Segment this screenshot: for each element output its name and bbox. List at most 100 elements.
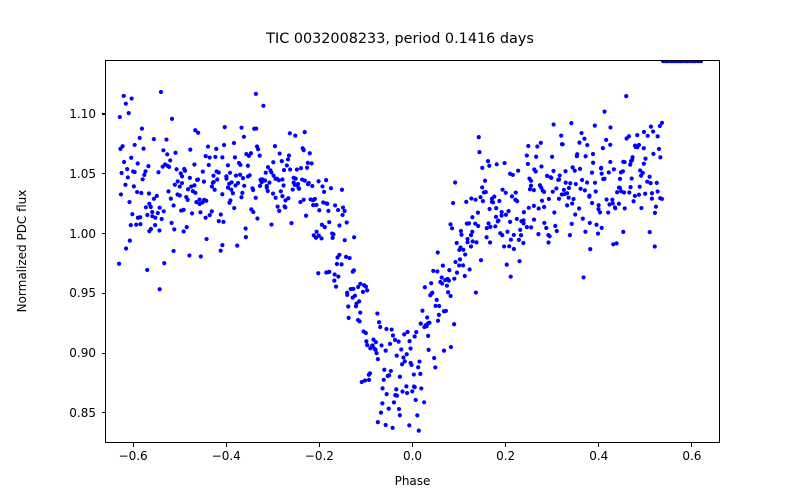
scatter-point	[336, 274, 341, 279]
scatter-point	[611, 167, 616, 172]
scatter-point	[325, 201, 330, 206]
scatter-point	[375, 420, 380, 425]
scatter-point	[304, 165, 310, 170]
scatter-point	[346, 304, 351, 309]
scatter-point	[480, 165, 485, 170]
scatter-point	[314, 229, 319, 234]
scatter-point	[486, 221, 491, 226]
scatter-point	[487, 163, 492, 168]
x-tick-label: −0.4	[211, 449, 241, 463]
scatter-point	[596, 203, 601, 208]
scatter-point	[172, 182, 177, 187]
scatter-point	[429, 291, 434, 296]
scatter-point	[316, 233, 321, 238]
x-tick-label: 0.6	[682, 449, 702, 463]
scatter-point	[135, 189, 140, 195]
scatter-point	[538, 140, 543, 145]
scatter-point	[185, 197, 190, 202]
scatter-point	[444, 283, 450, 288]
y-tick-mark	[101, 173, 105, 175]
scatter-point	[241, 134, 247, 139]
y-tick-label: 0.85	[69, 405, 96, 420]
scatter-point	[400, 389, 405, 394]
scatter-point	[179, 174, 185, 179]
scatter-point	[357, 319, 362, 324]
scatter-point	[518, 227, 523, 232]
scatter-point	[448, 222, 453, 227]
scatter-point	[490, 200, 496, 205]
scatter-point	[659, 196, 665, 202]
scatter-point	[521, 218, 526, 223]
scatter-point	[367, 371, 373, 376]
scatter-point	[433, 303, 438, 308]
scatter-point	[306, 180, 311, 186]
scatter-point	[639, 205, 644, 211]
scatter-point	[302, 178, 307, 183]
scatter-point	[608, 159, 613, 165]
scatter-point	[132, 169, 137, 175]
scatter-point	[181, 207, 186, 213]
scatter-point	[435, 269, 440, 274]
scatter-point	[343, 254, 349, 259]
scatter-point	[145, 267, 150, 273]
scatter-point	[153, 223, 158, 228]
scatter-point	[267, 180, 272, 185]
scatter-point	[255, 216, 260, 221]
scatter-point	[464, 199, 469, 204]
scatter-point	[319, 222, 324, 227]
scatter-point	[327, 269, 332, 274]
scatter-point	[301, 197, 306, 202]
scatter-point	[389, 327, 394, 332]
scatter-point	[263, 170, 268, 175]
scatter-point	[641, 161, 646, 166]
scatter-point	[192, 183, 197, 188]
scatter-point	[521, 221, 526, 226]
scatter-point	[195, 177, 201, 182]
scatter-point	[622, 206, 627, 211]
scatter-point	[262, 178, 268, 183]
scatter-point	[534, 154, 539, 159]
scatter-point	[597, 210, 603, 215]
scatter-point	[230, 191, 235, 196]
scatter-point	[454, 270, 460, 275]
x-tick-label: 0.4	[589, 449, 609, 463]
scatter-point	[167, 164, 172, 169]
scatter-svg	[116, 61, 704, 433]
scatter-point	[542, 220, 547, 226]
scatter-point	[157, 228, 162, 233]
scatter-point	[351, 268, 356, 273]
scatter-point	[658, 155, 663, 160]
scatter-point	[271, 160, 276, 165]
scatter-point	[591, 160, 596, 165]
scatter-point	[515, 199, 520, 204]
scatter-point	[247, 173, 252, 178]
scatter-point	[636, 142, 642, 148]
scatter-point	[138, 215, 143, 220]
scatter-point	[156, 170, 161, 175]
scatter-point	[159, 216, 164, 222]
scatter-point	[413, 397, 418, 403]
scatter-point	[546, 240, 551, 245]
scatter-point	[333, 284, 339, 289]
scatter-point	[648, 181, 653, 186]
scatter-point	[216, 170, 221, 175]
scatter-point	[645, 133, 650, 138]
scatter-point	[129, 96, 134, 101]
scatter-point	[544, 173, 550, 179]
scatter-point	[655, 189, 660, 194]
scatter-point	[352, 293, 358, 298]
scatter-point	[416, 365, 421, 370]
scatter-point	[465, 240, 470, 245]
scatter-point	[480, 185, 485, 190]
scatter-point	[415, 413, 420, 418]
scatter-point	[307, 151, 312, 156]
scatter-point	[328, 186, 334, 191]
scatter-point	[629, 176, 634, 181]
scatter-point	[257, 153, 262, 158]
scatter-point	[460, 263, 466, 268]
scatter-point	[286, 196, 291, 201]
scatter-point	[407, 339, 412, 344]
scatter-point	[396, 339, 401, 344]
scatter-point	[129, 155, 134, 160]
scatter-point	[203, 153, 208, 159]
